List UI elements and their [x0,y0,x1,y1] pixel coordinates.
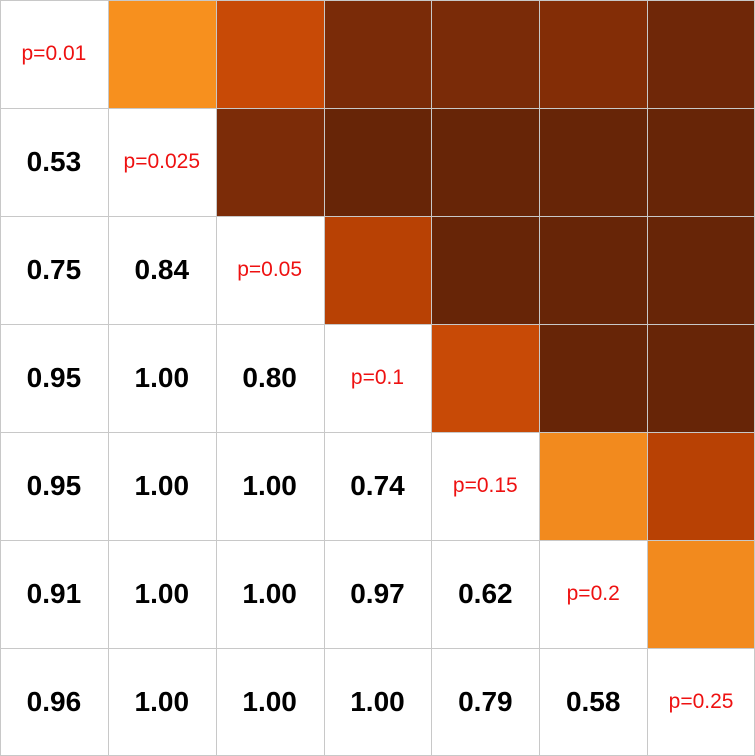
value-cell-3-1: 1.00 [134,362,190,393]
diagonal-label-1: p=0.025 [123,150,201,173]
value-cell-2-1: 0.84 [134,254,190,285]
value-cell-4-2: 1.00 [242,470,297,501]
color-cell-1-4 [431,108,540,216]
value-cell-6-1: 1.00 [134,686,190,717]
diagonal-label-3: p=0.1 [350,366,405,389]
color-cell-0-6 [647,0,755,108]
color-cell-3-5 [539,324,648,432]
grid-line-vertical [107,0,109,756]
grid-line-horizontal [0,0,755,1]
value-cell-6-0: 0.96 [26,686,82,717]
grid-line-horizontal [0,108,755,109]
value-cell-4-1: 1.00 [134,470,190,501]
color-cell-1-2 [215,108,324,216]
value-cell-3-2: 0.80 [242,362,297,393]
value-cell-5-1: 1.00 [134,578,190,609]
color-cell-0-3 [323,0,432,108]
value-cell-5-3: 0.97 [350,578,405,609]
grid-line-vertical [539,0,541,756]
value-cell-3-0: 0.95 [26,362,82,393]
color-cell-0-1 [107,0,216,108]
diagonal-label-4: p=0.15 [452,474,518,497]
grid-line-vertical [215,0,217,756]
value-cell-2-0: 0.75 [26,254,82,285]
color-cell-1-6 [647,108,755,216]
grid-line-horizontal [0,540,755,541]
diagonal-label-5: p=0.2 [566,582,620,605]
grid-line-horizontal [0,216,755,217]
color-cell-2-6 [647,216,755,324]
value-cell-1-0: 0.53 [26,146,82,177]
diagonal-label-0: p=0.01 [21,42,87,65]
grid-line-horizontal [0,648,755,649]
value-cell-5-4: 0.62 [458,578,513,609]
color-cell-1-3 [323,108,432,216]
value-cell-5-2: 1.00 [242,578,297,609]
value-cell-5-0: 0.91 [26,578,82,609]
value-cell-4-0: 0.95 [26,470,82,501]
value-cell-6-3: 1.00 [350,686,405,717]
color-cell-2-4 [431,216,540,324]
color-cell-3-6 [647,324,755,432]
color-cell-5-6 [647,540,755,648]
diagonal-label-6: p=0.25 [668,690,734,713]
grid-line-horizontal [0,324,755,325]
grid-line-vertical [431,0,433,756]
color-cell-3-4 [431,324,540,432]
color-cell-1-5 [539,108,648,216]
color-cell-4-5 [539,432,648,540]
color-cell-2-5 [539,216,648,324]
color-cell-0-2 [215,0,324,108]
value-cell-4-3: 0.74 [350,470,405,501]
grid-line-vertical [0,0,1,756]
value-cell-6-2: 1.00 [242,686,297,717]
grid-line-vertical [323,0,325,756]
color-cell-2-3 [323,216,432,324]
value-cell-6-5: 0.58 [565,686,621,717]
grid-line-horizontal [0,432,755,433]
diagonal-label-2: p=0.05 [237,258,303,281]
grid-line-vertical [647,0,649,756]
color-cell-0-5 [539,0,648,108]
value-cell-6-4: 0.79 [458,686,513,717]
color-cell-0-4 [431,0,540,108]
color-cell-4-6 [647,432,755,540]
